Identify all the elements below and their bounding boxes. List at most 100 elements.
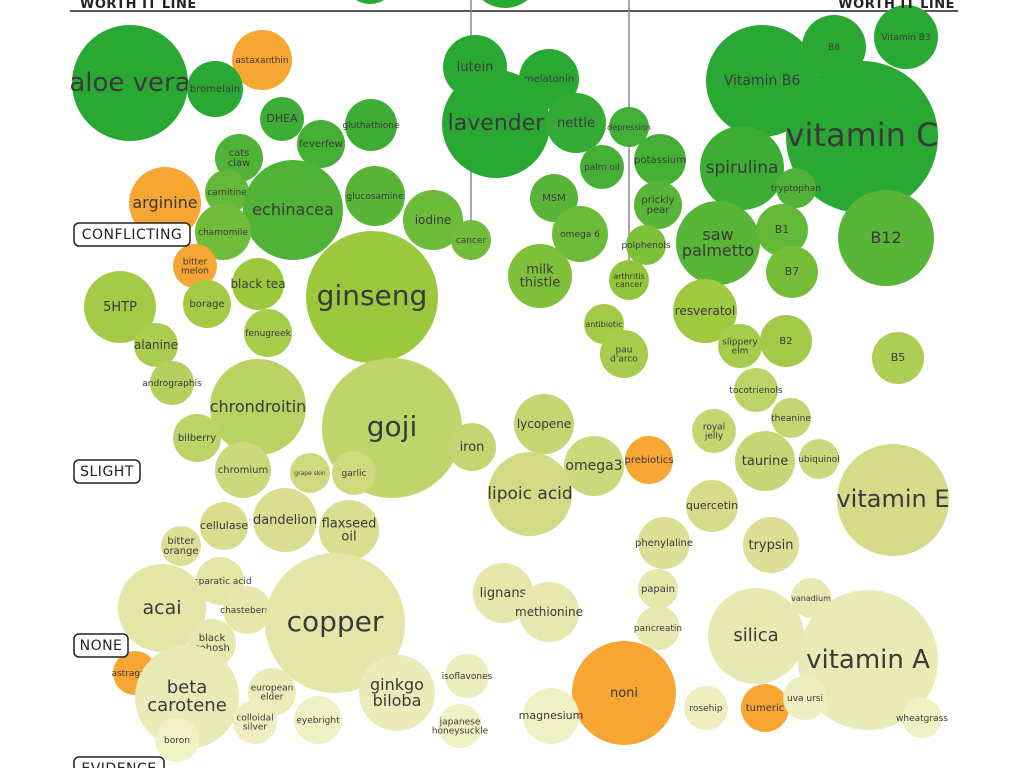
bubble-circle bbox=[187, 61, 243, 117]
bubble-prickly-pear: prickly pear bbox=[634, 181, 682, 229]
bubble-label: grape skin bbox=[294, 470, 326, 477]
bubble-carnitine: carnitine bbox=[205, 170, 249, 214]
bubble-label: flaxseed oil bbox=[322, 516, 377, 544]
bubble-papain: papain bbox=[638, 569, 678, 609]
bubble-circle bbox=[243, 160, 343, 260]
bubble-circle bbox=[451, 220, 491, 260]
bubble-circle bbox=[572, 641, 676, 745]
bubble-label: wheatgrass bbox=[896, 714, 948, 724]
bubble-isoflavones: isoflavones bbox=[442, 654, 493, 698]
bubble-label: iron bbox=[460, 440, 485, 455]
bubble-pau-d-arco: pau d'arco bbox=[600, 330, 648, 378]
bubble-label: theanine bbox=[771, 414, 811, 424]
bubble-circle bbox=[438, 704, 482, 748]
bubble-label: colloidal silver bbox=[236, 713, 273, 732]
bubble-label: iodine bbox=[415, 213, 452, 227]
partial-bubble bbox=[482, 0, 528, 8]
bubble-chamomile: chamomile bbox=[195, 204, 251, 260]
bubble-chasteberry: chasteberry bbox=[220, 586, 275, 634]
bubble-tocotrienols: tocotrienols bbox=[729, 368, 783, 412]
bubble-circle bbox=[253, 488, 317, 552]
bubble-label: MSM bbox=[542, 193, 566, 204]
bubble-tumeric: tumeric bbox=[741, 684, 789, 732]
bubble-circle bbox=[636, 606, 680, 650]
bubble-pancreatin: pancreatin bbox=[634, 606, 682, 650]
bubble-circle bbox=[297, 120, 345, 168]
bubble-label: cats claw bbox=[228, 148, 251, 169]
bubble-label: depression bbox=[607, 123, 651, 132]
bubble-wheatgrass: wheatgrass bbox=[896, 698, 948, 738]
bubble-circle bbox=[609, 260, 649, 300]
bubble-black-tea: black tea bbox=[230, 258, 286, 310]
bubble-label: trypsin bbox=[748, 538, 793, 553]
bubble-circle bbox=[260, 97, 304, 141]
bubble-label: prickly pear bbox=[641, 195, 674, 216]
bubble-label: nettle bbox=[557, 116, 595, 131]
bubble-circle bbox=[676, 201, 760, 285]
bubble-bitter-melon: bitter melon bbox=[173, 244, 217, 288]
bubble-circle bbox=[771, 398, 811, 438]
bubble-chromium: chromium bbox=[215, 442, 271, 498]
bubble-label: arthritis cancer bbox=[613, 272, 644, 289]
bubble-label: garlic bbox=[342, 469, 367, 479]
bubble-circle bbox=[580, 145, 624, 189]
bubble-label: lavender bbox=[448, 111, 546, 136]
bubble-beta-carotene: beta carotene bbox=[135, 645, 239, 749]
bubble-label: astaxanthin bbox=[235, 56, 288, 66]
bubble-fenugreek: fenugreek bbox=[244, 309, 292, 357]
bubble-andrographis: andrographis bbox=[142, 361, 202, 405]
bubble-label: ginkgo biloba bbox=[370, 675, 424, 710]
bubble-gluthathione: gluthathione bbox=[342, 99, 400, 151]
bubble-circle bbox=[448, 423, 496, 471]
bubble-circle bbox=[684, 686, 728, 730]
bubble-label: feverfew bbox=[299, 139, 343, 150]
bubble-circle bbox=[215, 442, 271, 498]
band-label-text: EVIDENCE bbox=[81, 761, 156, 768]
bubble-label: isoflavones bbox=[442, 672, 493, 682]
bubble-borage: borage bbox=[183, 280, 231, 328]
bubble-label: palm oil bbox=[584, 163, 620, 173]
bubble-label: bilberry bbox=[178, 433, 216, 444]
bubble-circle bbox=[84, 271, 156, 343]
bubble-circle bbox=[743, 517, 799, 573]
bubble-circle bbox=[798, 590, 938, 730]
bubble-label: goji bbox=[367, 410, 417, 443]
bubble-circle bbox=[442, 70, 550, 178]
bubble-circle bbox=[508, 244, 572, 308]
bubble-label: ginseng bbox=[317, 279, 428, 312]
bubble-circle bbox=[514, 394, 574, 454]
bubble-circle bbox=[232, 30, 292, 90]
bubble-circle bbox=[72, 25, 188, 141]
bubble-label: ubiquinol bbox=[798, 455, 840, 465]
bubble-label: cellulase bbox=[200, 519, 248, 532]
bubble-label: pancreatin bbox=[634, 624, 682, 634]
bubble-circle bbox=[161, 526, 201, 566]
bubble-circle bbox=[766, 246, 818, 298]
bubble-b12: B12 bbox=[838, 190, 934, 286]
bubble-circle bbox=[265, 553, 405, 693]
band-label-text: NONE bbox=[80, 638, 123, 654]
bubble-resveratol: resveratol bbox=[673, 279, 737, 343]
bubble-label: DHEA bbox=[266, 112, 298, 125]
bubble-palm-oil: palm oil bbox=[580, 145, 624, 189]
bubble-circle bbox=[634, 181, 682, 229]
bubble-circle bbox=[874, 5, 938, 69]
bubble-circle bbox=[708, 588, 804, 684]
bubble-label: boron bbox=[164, 736, 190, 746]
bubble-dandelion: dandelion bbox=[253, 488, 317, 552]
band-label-none: NONE bbox=[73, 633, 129, 658]
bubble-lipoic-acid: lipoic acid bbox=[487, 452, 573, 536]
bubble-label: dandelion bbox=[253, 513, 317, 528]
bubble-label: chasteberry bbox=[220, 606, 274, 616]
bubble-uva-ursi: uva ursi bbox=[783, 676, 827, 720]
bubble-label: vitamin E bbox=[836, 485, 949, 513]
bubble-label: arginine bbox=[132, 193, 197, 212]
bubble-label: melatonin bbox=[524, 74, 574, 85]
bubble-circle bbox=[210, 359, 306, 455]
bubble-aloe-vera: aloe vera bbox=[69, 25, 191, 141]
bubble-label: omega 6 bbox=[560, 230, 600, 240]
bubble-lycopene: lycopene bbox=[514, 394, 574, 454]
bubble-potassium: potassium bbox=[634, 134, 686, 186]
bubble-label: copper bbox=[287, 605, 384, 638]
bubble-label: european elder bbox=[251, 683, 294, 702]
